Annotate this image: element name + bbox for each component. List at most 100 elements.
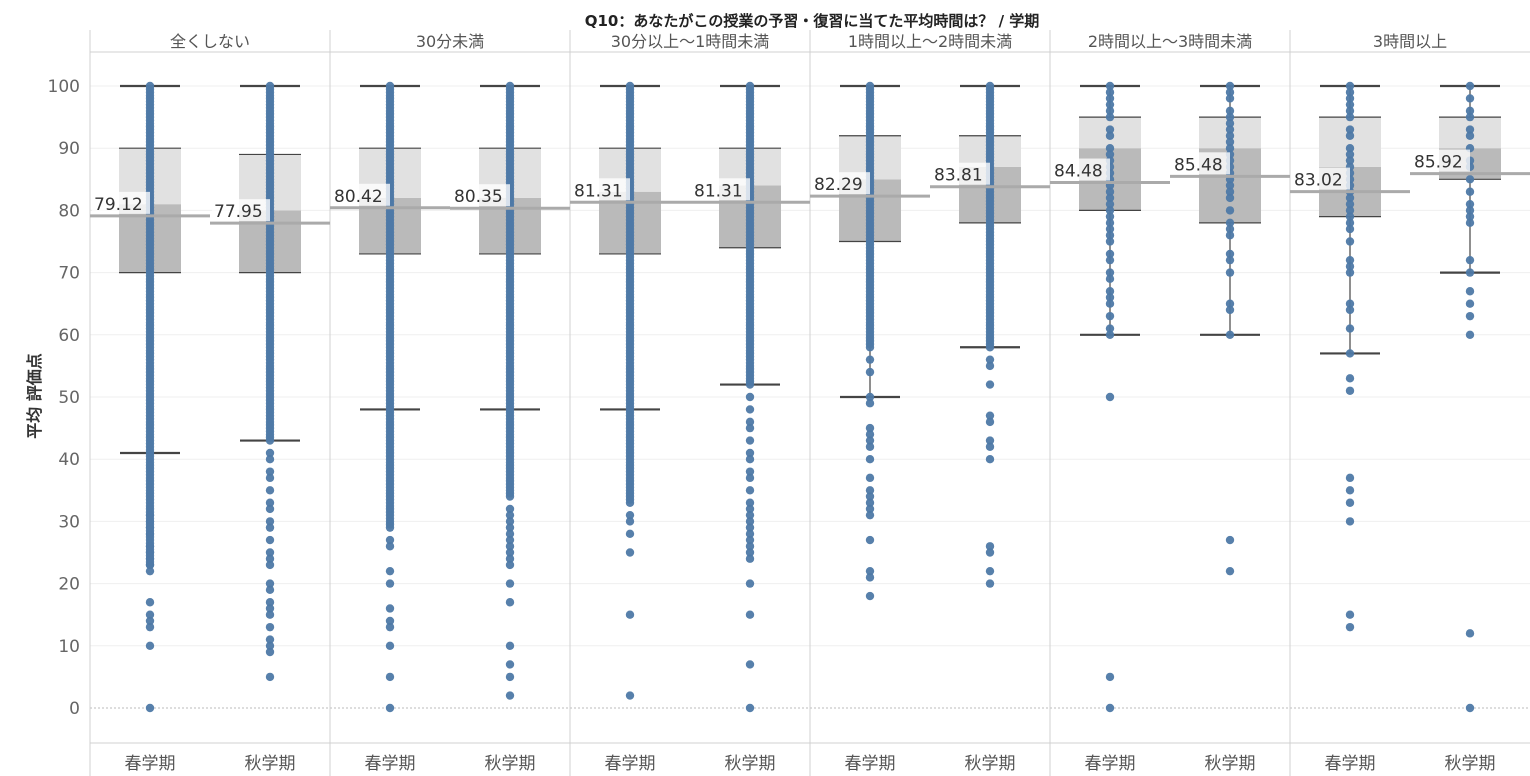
data-point <box>1465 218 1475 228</box>
data-point <box>1345 237 1355 246</box>
mean-label-bg <box>1172 152 1230 175</box>
data-point <box>745 548 755 557</box>
data-point <box>745 436 755 445</box>
data-points <box>145 81 1475 713</box>
panel-header-label: 30分以上～1時間未満 <box>611 32 770 51</box>
data-point <box>1225 255 1235 265</box>
panel-dividers <box>89 30 1530 776</box>
data-point <box>1225 330 1235 339</box>
data-point <box>265 455 275 464</box>
data-point <box>385 566 395 576</box>
data-point <box>265 448 275 458</box>
data-point <box>505 517 515 526</box>
data-point <box>865 436 875 445</box>
data-point <box>505 691 515 700</box>
data-point <box>1345 386 1355 395</box>
data-point <box>865 573 875 582</box>
data-point <box>1105 274 1115 284</box>
data-point <box>265 598 275 607</box>
data-point <box>145 548 155 557</box>
data-point <box>505 641 515 650</box>
data-point <box>505 548 515 557</box>
data-point <box>1225 94 1235 103</box>
y-tick-label: 50 <box>58 388 80 408</box>
data-point <box>985 542 995 551</box>
x-category-label: 春学期 <box>605 754 656 774</box>
data-point <box>745 380 755 389</box>
data-point <box>385 672 395 682</box>
x-category-label: 春学期 <box>1325 754 1376 774</box>
y-tick-label: 70 <box>58 264 80 284</box>
mean-label: 77.95 <box>214 202 263 222</box>
data-point <box>1105 311 1115 321</box>
data-point <box>1465 187 1475 196</box>
data-point <box>1105 144 1115 153</box>
data-point <box>1105 187 1115 196</box>
data-point <box>1345 94 1355 103</box>
data-point <box>1345 498 1355 507</box>
data-point <box>145 529 155 539</box>
data-point <box>865 442 875 451</box>
data-point <box>745 504 755 514</box>
data-point <box>865 367 875 377</box>
data-point <box>865 355 875 364</box>
data-point <box>865 392 875 402</box>
mean-label-bg <box>1052 158 1110 181</box>
mean-label-bg <box>1412 149 1470 172</box>
data-point <box>265 647 275 657</box>
data-point <box>1345 349 1355 358</box>
data-point <box>865 430 875 439</box>
mean-label: 81.31 <box>574 181 623 201</box>
data-point <box>1105 249 1115 259</box>
data-point <box>745 535 755 545</box>
data-point <box>865 399 875 408</box>
data-point <box>265 486 275 495</box>
data-point <box>985 566 995 576</box>
data-point <box>265 579 275 588</box>
data-point <box>865 504 875 514</box>
data-point <box>745 542 755 551</box>
x-category-label: 秋学期 <box>245 754 296 774</box>
data-point <box>1105 199 1115 209</box>
data-point <box>1345 262 1355 271</box>
data-point <box>1465 629 1475 638</box>
data-point <box>745 517 755 526</box>
mean-label: 80.35 <box>454 187 503 207</box>
data-point <box>745 510 755 520</box>
data-point <box>985 436 995 445</box>
data-point <box>1225 131 1235 140</box>
x-category-label: 秋学期 <box>965 754 1016 774</box>
x-category-label: 秋学期 <box>1445 754 1496 774</box>
data-point <box>1105 293 1115 302</box>
data-point <box>1465 175 1475 184</box>
data-point <box>1465 255 1475 265</box>
data-point <box>1465 311 1475 321</box>
y-tick-label: 0 <box>69 699 80 719</box>
mean-label-bg <box>572 178 630 201</box>
data-point <box>505 598 515 607</box>
data-point <box>145 703 155 713</box>
data-point <box>1225 106 1235 116</box>
data-point <box>745 405 755 414</box>
data-point <box>145 598 155 607</box>
data-point <box>985 361 995 371</box>
data-point <box>265 672 275 682</box>
data-point <box>1345 206 1355 215</box>
data-point <box>1225 231 1235 240</box>
data-point <box>505 510 515 520</box>
x-category-label: 春学期 <box>845 754 896 774</box>
x-category-label: 春学期 <box>365 754 416 774</box>
y-tick-label: 10 <box>58 637 80 657</box>
data-point <box>1465 125 1475 134</box>
data-point <box>1105 131 1115 140</box>
data-point <box>1225 119 1235 128</box>
data-point <box>1345 622 1355 632</box>
data-point <box>385 542 395 551</box>
data-point <box>985 417 995 427</box>
data-point <box>265 610 275 619</box>
data-point <box>865 423 875 433</box>
data-point <box>1345 610 1355 619</box>
data-point <box>505 523 515 532</box>
data-point <box>1345 374 1355 383</box>
data-point <box>145 560 155 570</box>
